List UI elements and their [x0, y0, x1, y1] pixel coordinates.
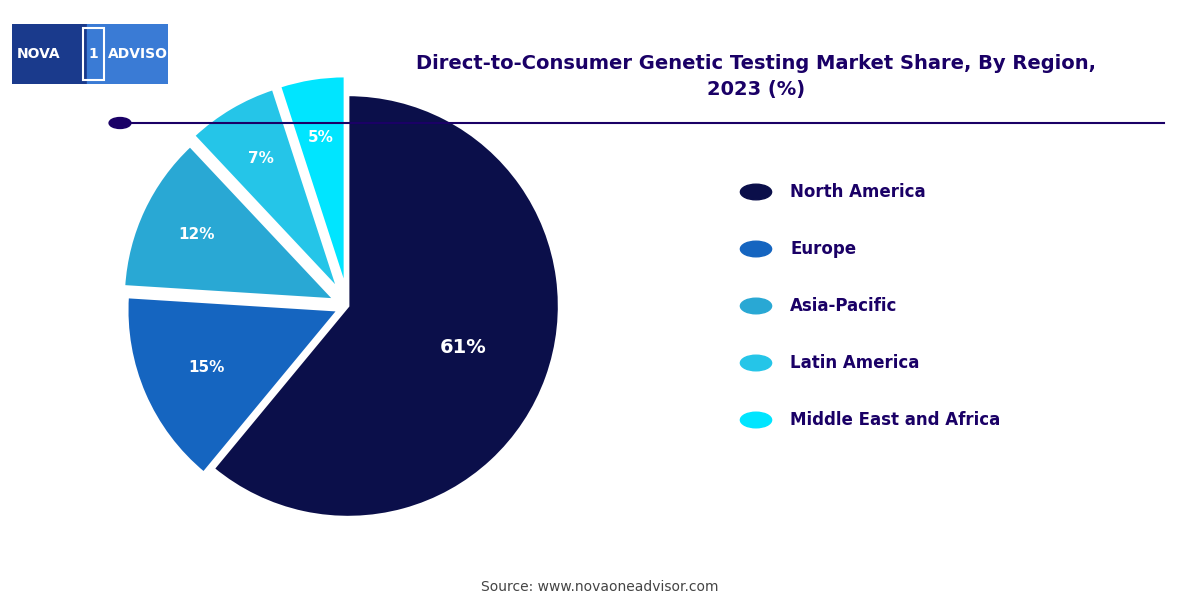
Wedge shape	[124, 146, 335, 300]
Bar	[83, 28, 104, 80]
Text: 12%: 12%	[179, 227, 215, 242]
Text: Source: www.novaoneadvisor.com: Source: www.novaoneadvisor.com	[481, 580, 719, 594]
Text: 5%: 5%	[308, 130, 334, 145]
Text: 15%: 15%	[188, 360, 224, 375]
Wedge shape	[280, 76, 346, 287]
Text: 1: 1	[89, 47, 98, 61]
Text: Asia-Pacific: Asia-Pacific	[791, 297, 898, 315]
Wedge shape	[214, 95, 559, 517]
Text: Middle East and Africa: Middle East and Africa	[791, 411, 1001, 429]
Text: 61%: 61%	[440, 338, 487, 357]
Text: North America: North America	[791, 183, 926, 201]
Bar	[86, 24, 168, 84]
Bar	[12, 24, 86, 84]
Text: 7%: 7%	[248, 151, 274, 166]
Text: Latin America: Latin America	[791, 354, 919, 372]
Text: NOVA: NOVA	[17, 47, 60, 61]
Text: Europe: Europe	[791, 240, 857, 258]
Wedge shape	[193, 89, 338, 290]
Text: ADVISOR: ADVISOR	[108, 47, 179, 61]
Wedge shape	[127, 297, 338, 473]
Text: Direct-to-Consumer Genetic Testing Market Share, By Region,
2023 (%): Direct-to-Consumer Genetic Testing Marke…	[416, 54, 1096, 100]
